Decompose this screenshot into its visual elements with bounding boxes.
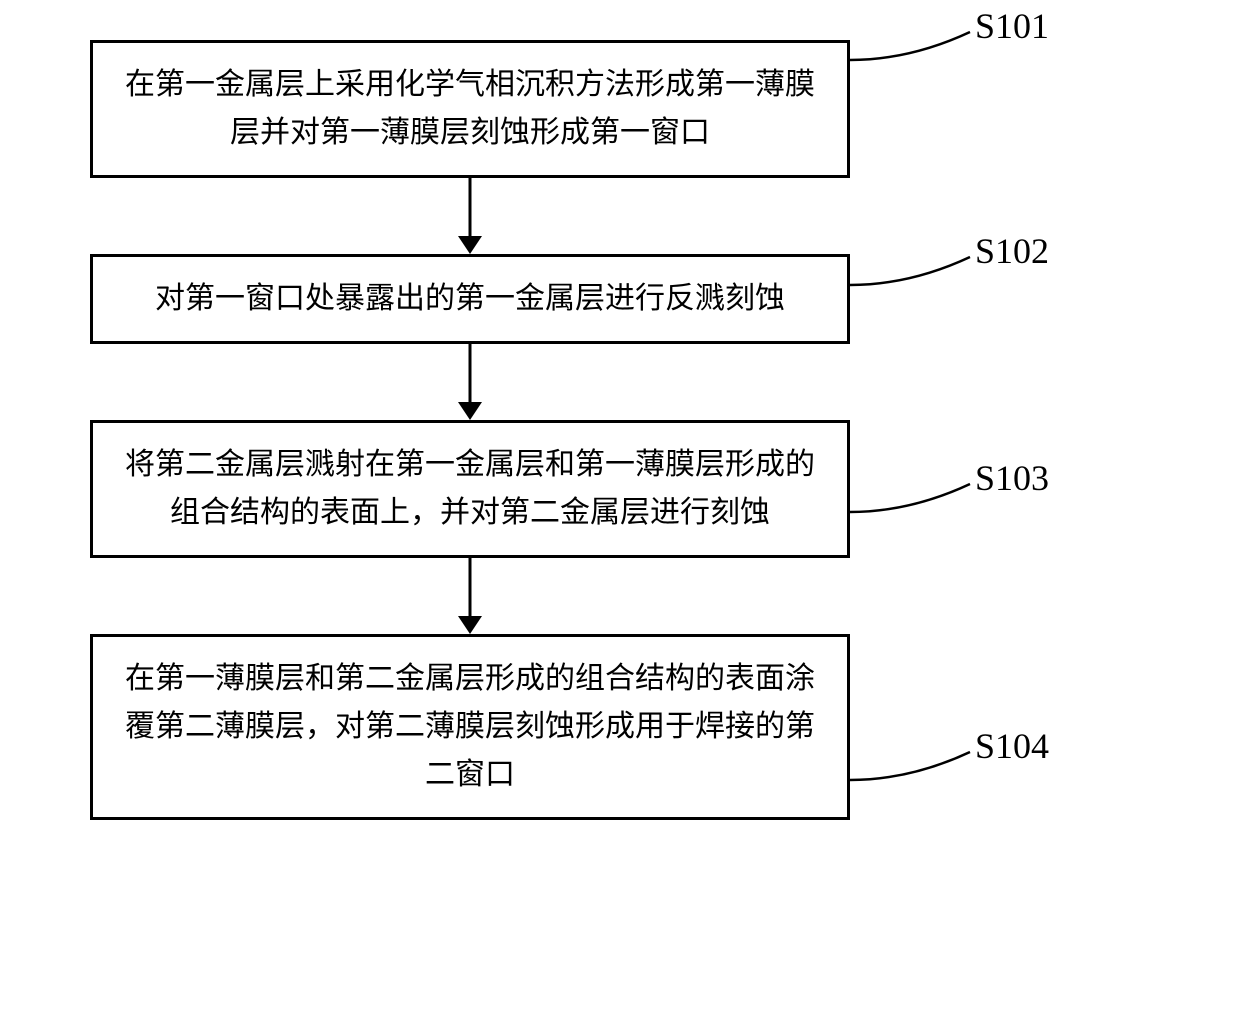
step-box-4: 在第一薄膜层和第二金属层形成的组合结构的表面涂覆第二薄膜层，对第二薄膜层刻蚀形成… [90, 634, 850, 820]
label-s104: S104 [975, 725, 1049, 767]
arrow-line [469, 558, 472, 618]
label-s102: S102 [975, 230, 1049, 272]
arrow-2 [90, 344, 850, 420]
label-s103: S103 [975, 457, 1049, 499]
step-text-3: 将第二金属层溅射在第一金属层和第一薄膜层形成的组合结构的表面上，并对第二金属层进… [117, 441, 823, 537]
step-text-4: 在第一薄膜层和第二金属层形成的组合结构的表面涂覆第二薄膜层，对第二薄膜层刻蚀形成… [117, 655, 823, 799]
label-s101: S101 [975, 5, 1049, 47]
arrow-head [458, 236, 482, 254]
arrow-line [469, 344, 472, 404]
step-text-2: 对第一窗口处暴露出的第一金属层进行反溅刻蚀 [117, 275, 823, 323]
arrow-line [469, 178, 472, 238]
arrow-head [458, 402, 482, 420]
step-box-1: 在第一金属层上采用化学气相沉积方法形成第一薄膜层并对第一薄膜层刻蚀形成第一窗口 [90, 40, 850, 178]
step-text-1: 在第一金属层上采用化学气相沉积方法形成第一薄膜层并对第一薄膜层刻蚀形成第一窗口 [117, 61, 823, 157]
arrow-1 [90, 178, 850, 254]
flowchart-container: 在第一金属层上采用化学气相沉积方法形成第一薄膜层并对第一薄膜层刻蚀形成第一窗口 … [90, 40, 1140, 820]
arrow-3 [90, 558, 850, 634]
step-box-3: 将第二金属层溅射在第一金属层和第一薄膜层形成的组合结构的表面上，并对第二金属层进… [90, 420, 850, 558]
arrow-head [458, 616, 482, 634]
step-box-2: 对第一窗口处暴露出的第一金属层进行反溅刻蚀 [90, 254, 850, 344]
